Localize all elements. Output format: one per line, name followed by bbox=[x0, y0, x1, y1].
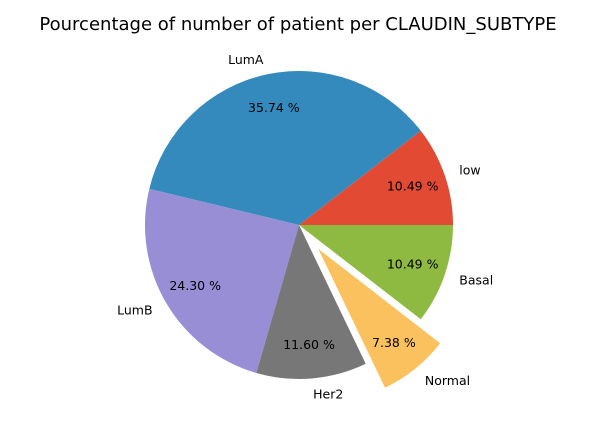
pct-label-basal: 10.49 % bbox=[387, 256, 439, 271]
pct-label-her2: 11.60 % bbox=[283, 337, 335, 352]
pct-label-lumb: 24.30 % bbox=[169, 278, 221, 293]
category-label-basal: Basal bbox=[459, 272, 493, 287]
category-label-low: low bbox=[459, 163, 480, 178]
pie-slice-her2 bbox=[256, 225, 366, 379]
chart-title: Pourcentage of number of patient per CLA… bbox=[39, 14, 556, 35]
pie-slice-luma bbox=[149, 70, 421, 226]
pie-slice-normal bbox=[318, 248, 441, 388]
category-label-her2: Her2 bbox=[313, 386, 343, 401]
pie-slice-low bbox=[299, 130, 454, 225]
pie-slice-lumb bbox=[145, 188, 299, 373]
category-label-lumb: LumB bbox=[117, 303, 152, 318]
pie-slices bbox=[145, 70, 454, 388]
pct-label-normal: 7.38 % bbox=[372, 335, 416, 350]
pie-slice-basal bbox=[299, 225, 453, 320]
pct-label-luma: 35.74 % bbox=[248, 100, 300, 115]
category-label-normal: Normal bbox=[425, 373, 470, 388]
category-label-luma: LumA bbox=[228, 52, 264, 67]
pct-label-low: 10.49 % bbox=[387, 179, 439, 194]
pie-labels: 10.49 % low 35.74 % LumA 24.30 % LumB 11.60 % H… bbox=[117, 52, 493, 401]
